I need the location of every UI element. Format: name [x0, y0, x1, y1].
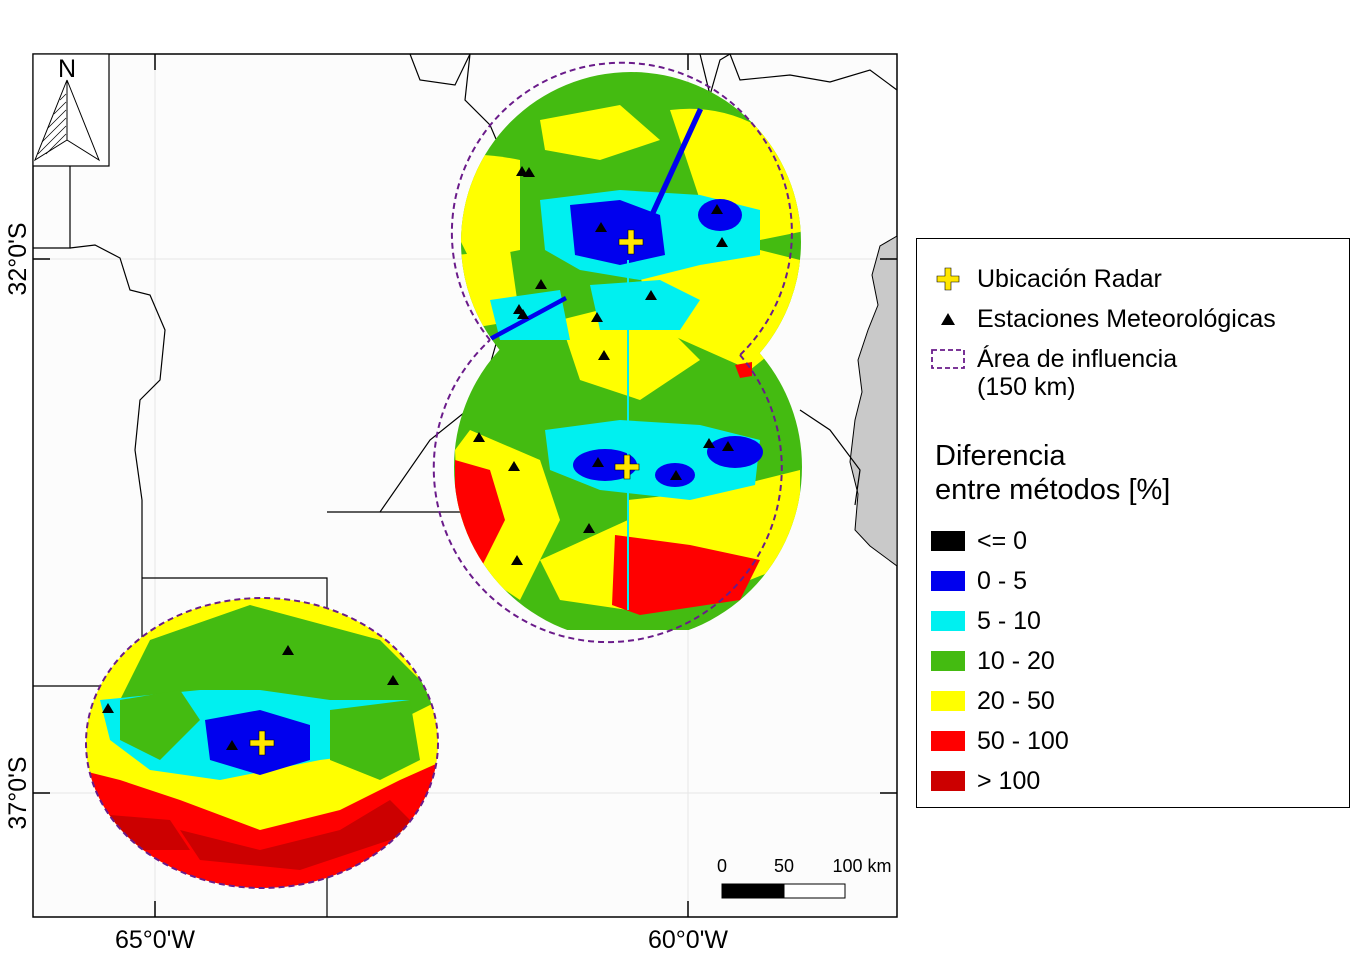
weather-stations: [102, 166, 734, 750]
legend-class: 0 - 5: [931, 567, 1027, 595]
lon-label-60: 60°0'W: [648, 926, 728, 954]
legend-class-label: > 100: [977, 767, 1041, 795]
station-marker: [583, 523, 595, 533]
black-triangle-icon: [931, 309, 965, 329]
south-radar-outline: [85, 597, 439, 889]
station-marker: [516, 166, 528, 176]
south-radar-coverage: [86, 598, 438, 888]
station-marker: [535, 279, 547, 289]
legend-class-label: <= 0: [977, 527, 1028, 555]
water-body: [849, 235, 897, 567]
map-legend: Ubicación Radar Estaciones Meteorológica…: [916, 238, 1350, 808]
legend-swatch: [931, 571, 965, 591]
legend-class: 10 - 20: [931, 647, 1055, 675]
legend-item-radar: Ubicación Radar: [931, 265, 1162, 293]
legend-class: 50 - 100: [931, 727, 1069, 755]
station-marker: [508, 461, 520, 471]
scale-tick-0: 0: [717, 856, 727, 876]
lat-label-32: 32°0'S: [4, 222, 32, 295]
north-radar-outline: [432, 61, 793, 644]
north-arrow: N: [33, 54, 110, 167]
station-marker: [716, 237, 728, 247]
dashed-rectangle-icon: [931, 349, 965, 369]
legend-swatch: [931, 651, 965, 671]
legend-label-influence: Área de influencia (150 km): [977, 345, 1178, 401]
radar-marker: [618, 229, 644, 255]
station-marker: [595, 222, 607, 232]
station-marker: [473, 432, 485, 442]
scale-tick-50: 50: [774, 856, 794, 876]
legend-class-label: 10 - 20: [977, 647, 1055, 675]
scale-tick-100: 100 km: [832, 856, 891, 876]
legend-label-radar: Ubicación Radar: [977, 265, 1162, 293]
legend-item-influence: Área de influencia (150 km): [931, 345, 1177, 401]
legend-item-stations: Estaciones Meteorológicas: [931, 305, 1276, 333]
lat-label-37: 37°0'S: [4, 756, 32, 829]
legend-swatch: [931, 531, 965, 551]
scale-bar: 0 50 100 km: [717, 856, 892, 899]
station-marker: [722, 441, 734, 451]
north-radar-coverage: [454, 72, 802, 630]
station-marker: [102, 703, 114, 713]
frame-ticks: [33, 54, 897, 917]
station-marker: [598, 350, 610, 360]
legend-class-label: 50 - 100: [977, 727, 1069, 755]
legend-class: 5 - 10: [931, 607, 1041, 635]
station-marker: [517, 309, 529, 319]
radar-locations: [249, 229, 644, 756]
station-marker: [670, 470, 682, 480]
station-marker: [226, 740, 238, 750]
yellow-cross-icon: [931, 267, 965, 291]
north-label: N: [58, 55, 76, 83]
legend-class: > 100: [931, 767, 1040, 795]
station-marker: [282, 645, 294, 655]
legend-class: 20 - 50: [931, 687, 1055, 715]
radar-marker: [249, 730, 275, 756]
legend-class-label: 5 - 10: [977, 607, 1041, 635]
legend-class-label: 0 - 5: [977, 567, 1028, 595]
legend-swatch: [931, 771, 965, 791]
station-marker: [592, 457, 604, 467]
station-marker: [703, 438, 715, 448]
station-marker: [523, 167, 535, 177]
station-marker: [591, 312, 603, 322]
legend-swatch: [931, 731, 965, 751]
legend-swatch: [931, 691, 965, 711]
lon-label-65: 65°0'W: [115, 926, 195, 954]
station-marker: [387, 675, 399, 685]
station-marker: [645, 290, 657, 300]
legend-swatch: [931, 611, 965, 631]
legend-title: Diferencia entre métodos [%]: [935, 440, 1171, 506]
legend-label-stations: Estaciones Meteorológicas: [977, 305, 1276, 333]
station-marker: [511, 555, 523, 565]
legend-class-label: 20 - 50: [977, 687, 1055, 715]
station-marker: [711, 204, 723, 214]
legend-class: <= 0: [931, 527, 1027, 555]
radar-marker: [614, 454, 640, 480]
